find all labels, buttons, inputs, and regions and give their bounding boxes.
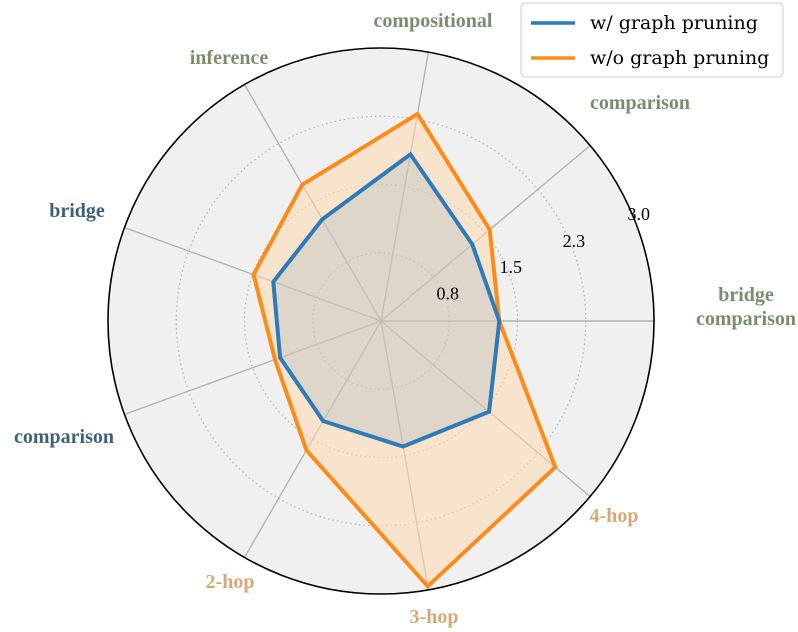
axis-label: bridge bbox=[49, 200, 105, 222]
series-line-0 bbox=[271, 151, 502, 449]
radial-tick-label: 2.3 bbox=[563, 231, 586, 251]
axis-label-line: bridge bbox=[49, 200, 105, 222]
radial-tick-label: 3.0 bbox=[628, 204, 651, 224]
axis-label-line: inference bbox=[190, 47, 269, 69]
axis-label-line: compositional bbox=[374, 10, 493, 32]
legend-label-wo-pruning: w/o graph pruning bbox=[590, 47, 769, 69]
series-fill-0 bbox=[273, 154, 500, 447]
axis-label-line: 4-hop bbox=[590, 505, 639, 527]
legend-label-w-pruning: w/ graph pruning bbox=[590, 12, 758, 34]
series-line-1 bbox=[251, 111, 558, 590]
axis-label-line: comparison bbox=[14, 426, 114, 448]
axis-label-line: 3-hop bbox=[410, 606, 459, 628]
axis-labels: bridge comparisoncomparisoncompositionali… bbox=[14, 10, 796, 628]
axis-label-line: comparison bbox=[696, 308, 796, 330]
axis-label: 4-hop bbox=[590, 505, 639, 527]
axis-label: 3-hop bbox=[410, 606, 459, 628]
radar-outer-frame bbox=[107, 47, 655, 595]
axis-label: comparison bbox=[590, 92, 690, 114]
axis-label: inference bbox=[190, 47, 269, 69]
axis-label-line: 2-hop bbox=[206, 571, 255, 593]
radial-tick-label: 0.8 bbox=[437, 283, 460, 303]
radar-series bbox=[251, 111, 558, 590]
axis-label-line: comparison bbox=[590, 92, 690, 114]
axis-label: compositional bbox=[374, 10, 493, 32]
axis-label: bridge comparison bbox=[696, 284, 796, 330]
axis-label-line: bridge bbox=[718, 284, 774, 306]
axis-label: comparison bbox=[14, 426, 114, 448]
series-fill-1 bbox=[253, 114, 556, 587]
legend: w/ graph pruning w/o graph pruning bbox=[520, 2, 784, 78]
legend-box bbox=[520, 2, 784, 78]
radial-tick-label: 1.5 bbox=[500, 257, 523, 277]
axis-label: 2-hop bbox=[206, 571, 255, 593]
radial-tick-labels: 0.8 1.5 2.3 3.0 bbox=[437, 204, 651, 303]
